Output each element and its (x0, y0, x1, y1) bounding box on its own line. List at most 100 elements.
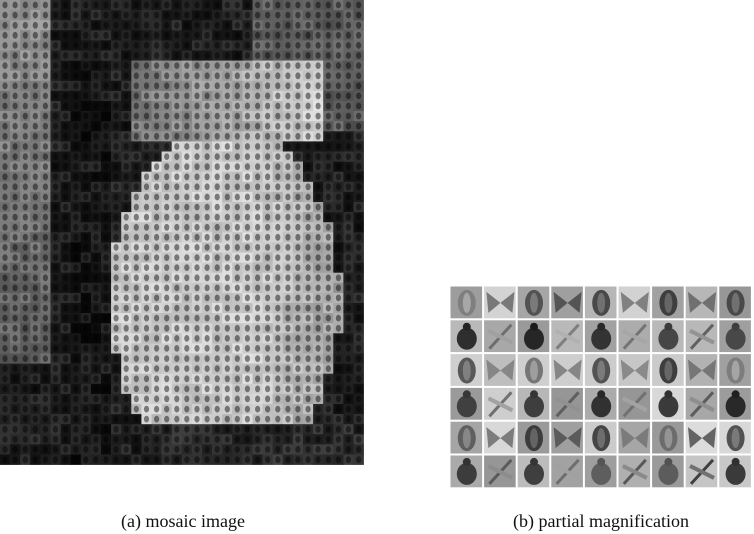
tile-icon (13, 375, 18, 382)
tile-icon (285, 194, 290, 201)
tile-icon (336, 234, 341, 241)
tile-icon (63, 22, 68, 29)
tile-icon (306, 32, 311, 39)
tile-icon (275, 103, 280, 110)
tile-icon (225, 42, 230, 49)
tile-icon (134, 335, 139, 342)
tile-icon (83, 93, 88, 100)
tile-icon (134, 173, 139, 180)
tile-icon (295, 335, 300, 342)
tile-icon (164, 82, 169, 89)
tile-icon (154, 143, 159, 150)
tile-icon (205, 52, 210, 59)
tile-icon (326, 183, 331, 190)
tile-icon (83, 335, 88, 342)
tile-icon (13, 365, 18, 372)
tile-icon (124, 143, 129, 150)
tile-icon (306, 214, 311, 221)
tile-icon (144, 244, 149, 251)
tile-icon (346, 22, 351, 29)
tile-icon (134, 345, 139, 352)
tile-icon (285, 183, 290, 190)
tile-icon (23, 2, 28, 9)
tile-icon (164, 325, 169, 332)
tile-icon (23, 375, 28, 382)
tile-icon (73, 204, 78, 211)
tile-icon (205, 2, 210, 9)
tile-icon (164, 345, 169, 352)
tile-icon (184, 274, 189, 281)
tile-icon (23, 93, 28, 100)
tile-icon (114, 426, 119, 433)
tile-icon (245, 335, 250, 342)
tile-icon (73, 345, 78, 352)
tile-icon (73, 224, 78, 231)
tile-icon (326, 335, 331, 342)
tile-icon (326, 416, 331, 423)
tile-icon (235, 2, 240, 9)
tile-icon (63, 234, 68, 241)
tile-icon (93, 365, 98, 372)
tile-icon (215, 355, 220, 362)
tile-icon (326, 315, 331, 322)
tile-icon (336, 72, 341, 79)
tile-icon (265, 456, 270, 463)
tile-icon (306, 355, 311, 362)
tile-icon (356, 2, 361, 9)
tile-icon (124, 285, 129, 292)
tile-icon (255, 123, 260, 130)
tile-icon (83, 62, 88, 69)
tile-icon (326, 406, 331, 413)
tile-icon (114, 446, 119, 453)
ladybug-head (530, 323, 538, 331)
tile-icon (316, 133, 321, 140)
tile-icon (215, 335, 220, 342)
tile-icon (255, 72, 260, 79)
tile-icon (73, 254, 78, 261)
tile-icon (164, 426, 169, 433)
tile-icon (33, 315, 38, 322)
tile-icon (33, 375, 38, 382)
tile-icon (275, 62, 280, 69)
tile-icon (103, 82, 108, 89)
tile-icon (154, 194, 159, 201)
tile-icon (124, 446, 129, 453)
tile-icon (164, 274, 169, 281)
tile-icon (174, 204, 179, 211)
tile-icon (265, 204, 270, 211)
tile-icon (174, 163, 179, 170)
tile-icon (2, 62, 7, 69)
tile-icon (194, 406, 199, 413)
tile-icon (346, 163, 351, 170)
tile-icon (144, 365, 149, 372)
tile-icon (23, 456, 28, 463)
tile-icon (83, 285, 88, 292)
tile-icon (124, 456, 129, 463)
tile-icon (285, 42, 290, 49)
cicada-body (732, 293, 740, 313)
tile-icon (13, 416, 18, 423)
tile-icon (225, 264, 230, 271)
tile-icon (43, 32, 48, 39)
tile-icon (326, 204, 331, 211)
tile-icon (114, 72, 119, 79)
tile-icon (23, 396, 28, 403)
tile-icon (225, 214, 230, 221)
tile-icon (103, 214, 108, 221)
tile-icon (63, 143, 68, 150)
tile-icon (33, 42, 38, 49)
tile-icon (93, 335, 98, 342)
tile-icon (306, 274, 311, 281)
tile-icon (184, 173, 189, 180)
tile-icon (215, 375, 220, 382)
tile-icon (154, 183, 159, 190)
tile-icon (316, 295, 321, 302)
tile-icon (33, 446, 38, 453)
tile-icon (205, 42, 210, 49)
tile-icon (194, 264, 199, 271)
tile-icon (194, 153, 199, 160)
tile-icon (13, 345, 18, 352)
tile-icon (103, 386, 108, 393)
tile-icon (245, 204, 250, 211)
tile-icon (164, 355, 169, 362)
